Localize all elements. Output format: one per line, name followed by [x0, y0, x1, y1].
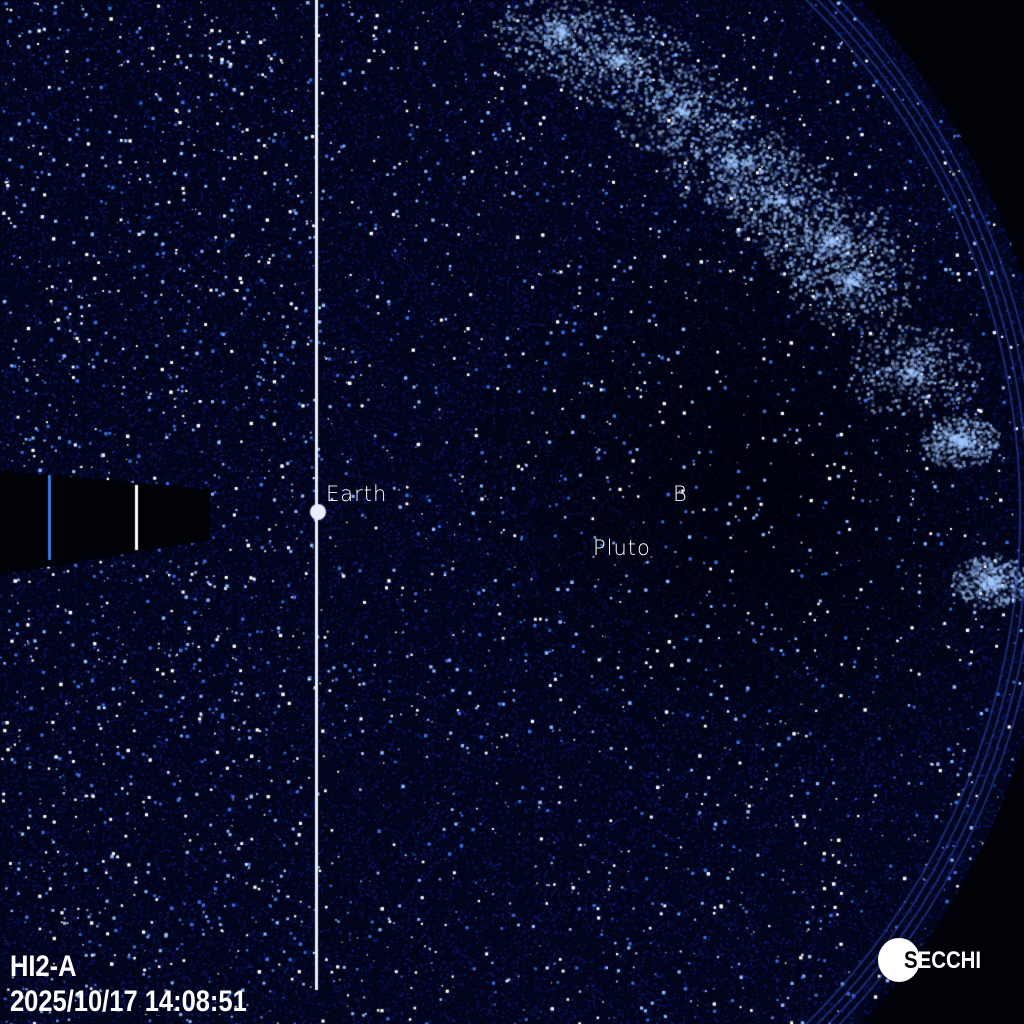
secchi-logo: SECCHI: [878, 938, 1008, 982]
earth-label: Earth: [326, 482, 388, 506]
timestamp-label: 2025/10/17 14:08:51: [10, 985, 247, 1018]
logo-text: ECCHI: [917, 947, 982, 974]
b-label: B: [673, 482, 688, 506]
logo-disc: [878, 938, 920, 982]
instrument-label: HI2-A: [10, 950, 77, 983]
pluto-label: Pluto: [593, 536, 651, 560]
logo-letter: S: [904, 947, 918, 974]
